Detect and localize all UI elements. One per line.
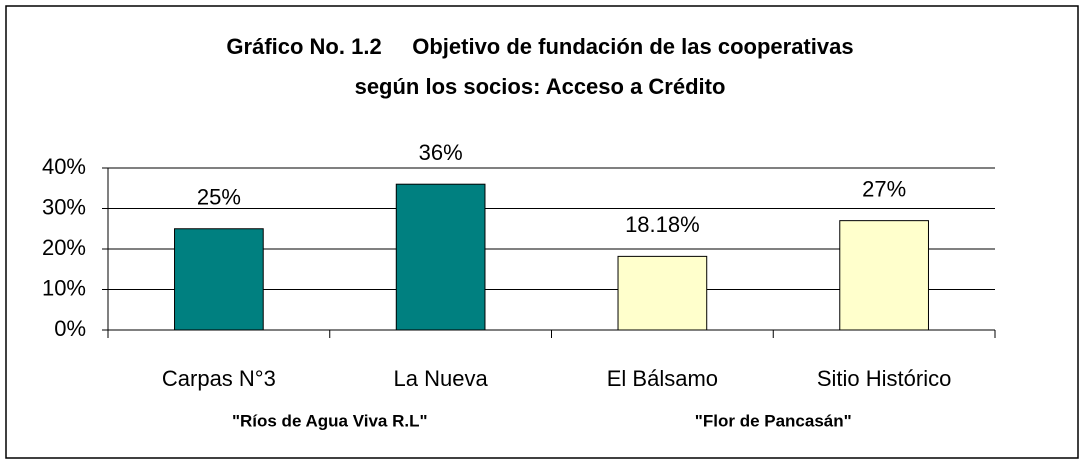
group-label: "Flor de Pancasán" xyxy=(695,411,852,430)
bar xyxy=(174,228,264,331)
x-tick-label: La Nueva xyxy=(394,366,489,391)
x-tick-label: El Bálsamo xyxy=(607,366,718,391)
value-label: 25% xyxy=(197,185,241,210)
chart-title: según los socios: Acceso a Crédito xyxy=(355,74,726,99)
value-label: 27% xyxy=(862,176,906,201)
x-tick-label: Sitio Histórico xyxy=(817,366,951,391)
bar xyxy=(395,183,486,331)
value-label: 18.18% xyxy=(625,212,700,237)
value-label: 36% xyxy=(419,140,463,165)
y-tick-label: 30% xyxy=(42,194,86,219)
bar xyxy=(839,220,929,331)
y-tick-label: 10% xyxy=(42,275,86,300)
y-tick-label: 40% xyxy=(42,154,86,179)
y-tick-label: 0% xyxy=(54,316,86,341)
x-tick-label: Carpas N°3 xyxy=(162,366,276,391)
y-tick-label: 20% xyxy=(42,235,86,260)
chart-title: Gráfico No. 1.2 Objetivo de fundación de… xyxy=(226,34,853,59)
group-label: "Ríos de Agua Viva R.L" xyxy=(232,411,428,430)
bar xyxy=(617,255,708,331)
